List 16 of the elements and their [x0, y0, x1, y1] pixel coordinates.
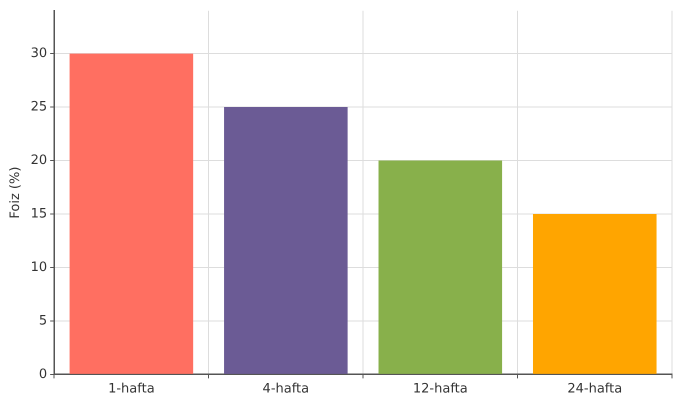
x-tick-label: 4-hafta [262, 382, 310, 397]
bar [378, 160, 502, 374]
y-tick-label: 20 [30, 152, 48, 168]
y-tick-label: 5 [38, 313, 48, 328]
x-tick-label: 24-hafta [567, 382, 622, 397]
y-tick-label: 30 [30, 46, 48, 61]
bar [532, 214, 657, 374]
y-tick-label: 25 [30, 99, 48, 114]
y-tick-label: 0 [38, 366, 48, 382]
x-tick-label: 12-hafta [412, 382, 468, 397]
bar [70, 54, 194, 374]
x-tick-label: 1-hafta [108, 382, 155, 397]
y-axis-title: Foiz (%) [8, 166, 24, 219]
y-tick-label: 10 [30, 260, 48, 275]
bar [224, 107, 348, 374]
y-tick-label: 15 [30, 206, 48, 222]
